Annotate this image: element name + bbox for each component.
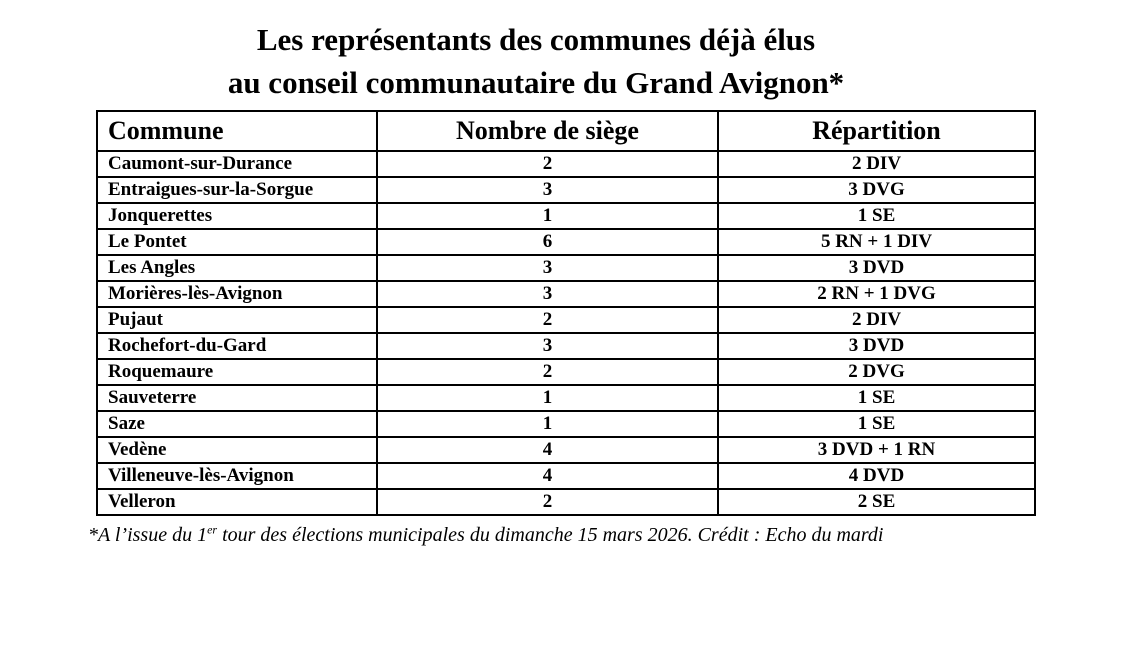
repartition-cell: 2 RN + 1 DVG: [717, 280, 1036, 308]
column-header-sieges: Nombre de siège: [376, 110, 719, 152]
sieges-cell: 4: [376, 462, 719, 490]
table-row: Sauveterre 1 1 SE: [96, 384, 1036, 412]
commune-cell: Rochefort-du-Gard: [96, 332, 378, 360]
table-row: Jonquerettes 1 1 SE: [96, 202, 1036, 230]
commune-cell: Les Angles: [96, 254, 378, 282]
commune-cell: Pujaut: [96, 306, 378, 334]
repartition-cell: 1 SE: [717, 410, 1036, 438]
footnote-text-end: tour des élections municipales du dimanc…: [217, 524, 884, 546]
page-title: Les représentants des communes déjà élus…: [96, 18, 976, 104]
header-row: Commune Nombre de siège Répartition: [96, 110, 1036, 152]
table-row: Villeneuve-lès-Avignon 4 4 DVD: [96, 462, 1036, 490]
column-header-commune: Commune: [96, 110, 378, 152]
repartition-cell: 3 DVG: [717, 176, 1036, 204]
table-body: Caumont-sur-Durance 2 2 DIV Entraigues-sur-…: [96, 150, 1036, 516]
commune-cell: Villeneuve-lès-Avignon: [96, 462, 378, 490]
sieges-cell: 1: [376, 410, 719, 438]
sieges-cell: 2: [376, 488, 719, 516]
title-line-2: au conseil communautaire du Grand Avigno…: [227, 65, 845, 100]
repartition-cell: 3 DVD + 1 RN: [717, 436, 1036, 464]
table-row: Les Angles 3 3 DVD: [96, 254, 1036, 282]
repartition-cell: 2 DIV: [717, 306, 1036, 334]
sieges-cell: 2: [376, 306, 719, 334]
commune-cell: Velleron: [96, 488, 378, 516]
sieges-cell: 2: [376, 358, 719, 386]
repartition-cell: 2 SE: [717, 488, 1036, 516]
commune-cell: Sauveterre: [96, 384, 378, 412]
column-header-repartition: Répartition: [717, 110, 1036, 152]
sieges-cell: 3: [376, 176, 719, 204]
repartition-cell: 2 DVG: [717, 358, 1036, 386]
commune-cell: Entraigues-sur-la-Sorgue: [96, 176, 378, 204]
communes-table: Commune Nombre de siège Répartition Caum…: [96, 110, 1036, 516]
commune-cell: Jonquerettes: [96, 202, 378, 230]
commune-cell: Vedène: [96, 436, 378, 464]
footnote-superscript: er: [207, 522, 218, 537]
commune-cell: Saze: [96, 410, 378, 438]
repartition-cell: 1 SE: [717, 384, 1036, 412]
repartition-cell: 1 SE: [717, 202, 1036, 230]
table-row: Vedène 4 3 DVD + 1 RN: [96, 436, 1036, 464]
repartition-cell: 4 DVD: [717, 462, 1036, 490]
title-line-1: Les représentants des communes déjà élus: [256, 22, 816, 57]
table-row: Entraigues-sur-la-Sorgue 3 3 DVG: [96, 176, 1036, 204]
repartition-cell: 5 RN + 1 DIV: [717, 228, 1036, 256]
sieges-cell: 2: [376, 150, 719, 178]
table-row: Saze 1 1 SE: [96, 410, 1036, 438]
sieges-cell: 1: [376, 202, 719, 230]
sieges-cell: 3: [376, 254, 719, 282]
table-row: Le Pontet 6 5 RN + 1 DIV: [96, 228, 1036, 256]
table-row: Caumont-sur-Durance 2 2 DIV: [96, 150, 1036, 178]
commune-cell: Morières-lès-Avignon: [96, 280, 378, 308]
commune-cell: Roquemaure: [96, 358, 378, 386]
table-row: Morières-lès-Avignon 3 2 RN + 1 DVG: [96, 280, 1036, 308]
repartition-cell: 2 DIV: [717, 150, 1036, 178]
sieges-cell: 3: [376, 332, 719, 360]
page: Les représentants des communes déjà élus…: [0, 18, 1141, 645]
footnote-text-start: *A l’issue du 1: [88, 524, 208, 546]
table-row: Pujaut 2 2 DIV: [96, 306, 1036, 334]
repartition-cell: 3 DVD: [717, 332, 1036, 360]
table-header: Commune Nombre de siège Répartition: [96, 110, 1036, 152]
table-row: Rochefort-du-Gard 3 3 DVD: [96, 332, 1036, 360]
sieges-cell: 3: [376, 280, 719, 308]
repartition-cell: 3 DVD: [717, 254, 1036, 282]
sieges-cell: 1: [376, 384, 719, 412]
footnote: *A l’issue du 1er tour des élections mun…: [88, 522, 1141, 548]
table-row: Roquemaure 2 2 DVG: [96, 358, 1036, 386]
commune-cell: Caumont-sur-Durance: [96, 150, 378, 178]
table-row: Velleron 2 2 SE: [96, 488, 1036, 516]
sieges-cell: 4: [376, 436, 719, 464]
sieges-cell: 6: [376, 228, 719, 256]
commune-cell: Le Pontet: [96, 228, 378, 256]
